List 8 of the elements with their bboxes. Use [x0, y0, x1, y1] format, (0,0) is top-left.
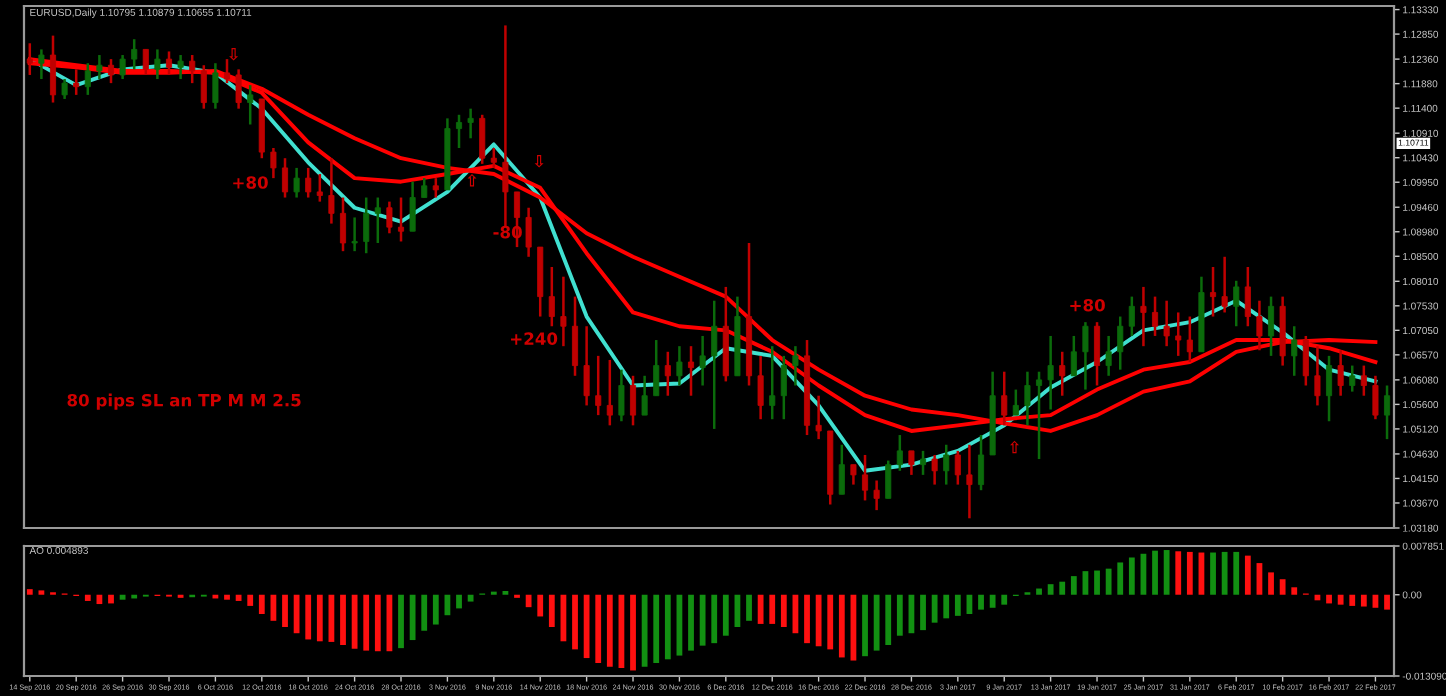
annotation: +80: [1070, 298, 1105, 312]
annotation: ⇩: [229, 48, 239, 61]
annotation: +240: [511, 332, 558, 345]
annotation: +80: [233, 176, 268, 189]
annotation: ⇧: [467, 173, 477, 187]
annotation: ⇧: [1010, 440, 1019, 454]
annotation: ⇩: [534, 155, 544, 168]
annotation: 80 pips SL an TP M M 2.5: [67, 393, 301, 410]
